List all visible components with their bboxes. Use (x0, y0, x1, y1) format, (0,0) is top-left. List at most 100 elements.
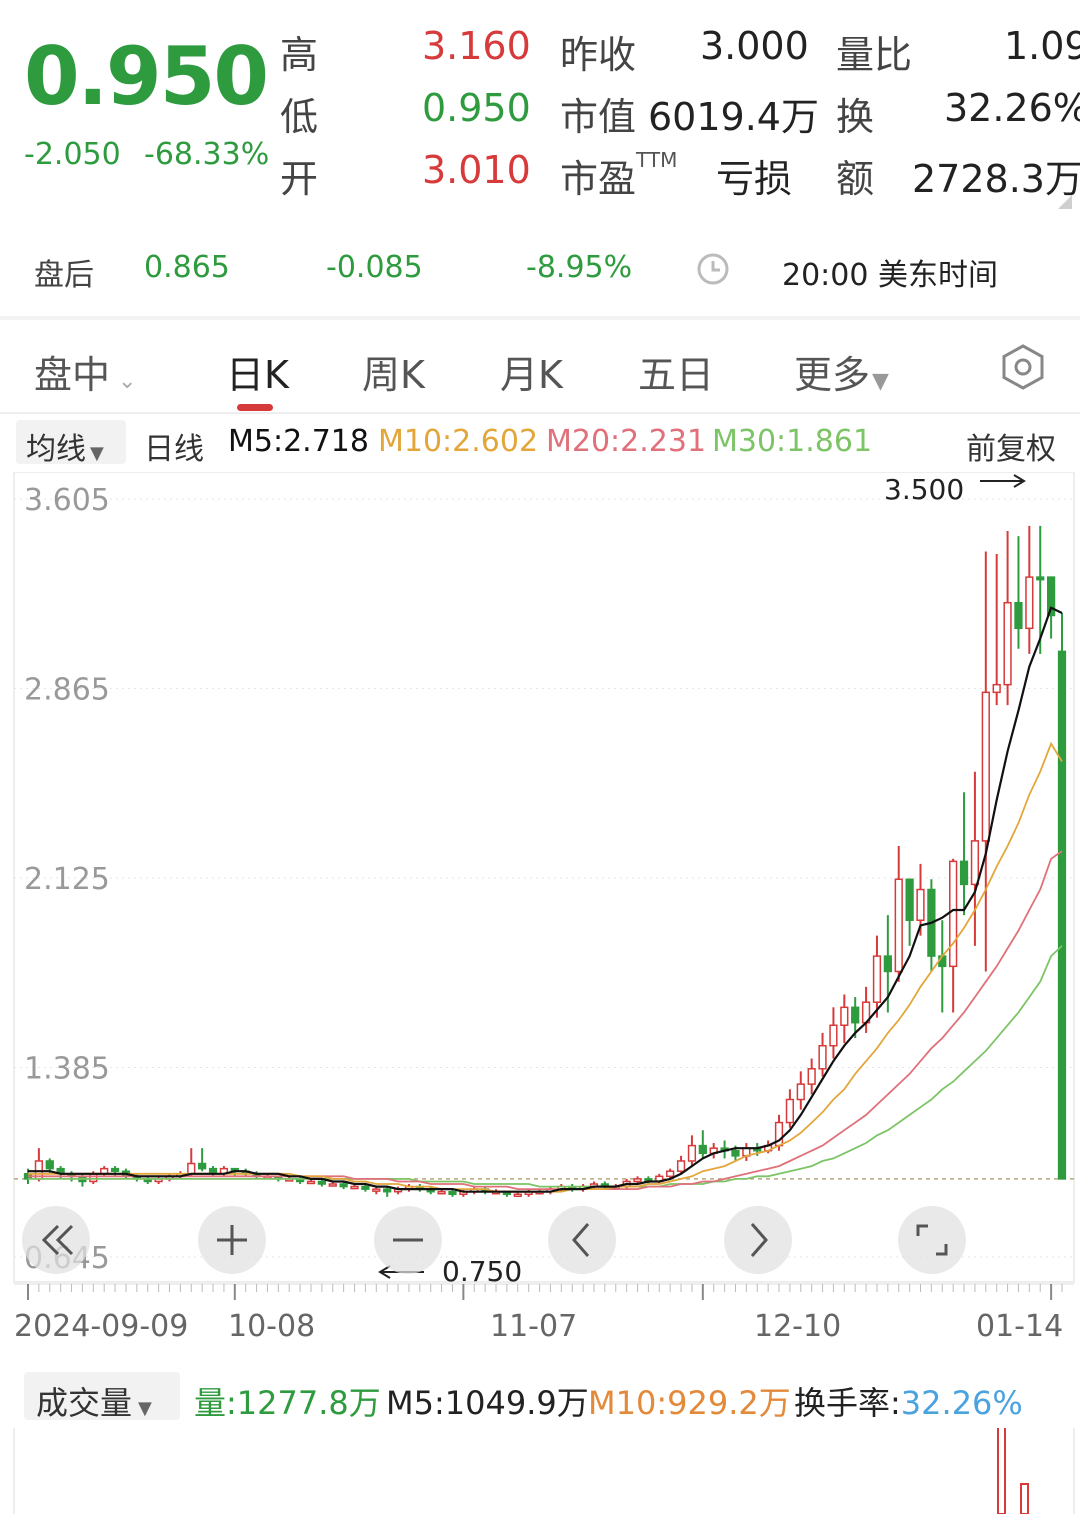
volume-chart (13, 1428, 1075, 1514)
candle-body (894, 878, 903, 973)
open-value: 3.010 (422, 148, 531, 192)
tab-more-label: 更多 (794, 353, 871, 397)
candle-body (1057, 650, 1067, 1180)
candle-body (198, 1162, 207, 1170)
candle-body (1046, 576, 1056, 617)
turnover-label: 换 (836, 95, 875, 139)
candle-body (981, 691, 990, 842)
mktcap-value: 6019.4万 (648, 95, 819, 139)
pe-label-text: 市盈 (560, 157, 637, 201)
open-label: 开 (280, 157, 319, 201)
turnover-value: 32.26% (944, 86, 1080, 130)
candle-body (317, 1180, 326, 1185)
candle-body (687, 1144, 697, 1162)
vol-ratio-value: 1.09 (1004, 24, 1080, 68)
chevron-down-icon: ⌄ (118, 369, 137, 394)
volume-turnover: 换手率:32.26% (794, 1378, 1023, 1424)
candle-body (328, 1183, 337, 1187)
volume-dropdown[interactable] (24, 1372, 180, 1420)
tab-intraday[interactable]: 盘中 ⌄ (34, 344, 136, 399)
ma-line-m10 (28, 741, 1063, 1193)
low-value: 0.950 (422, 86, 531, 130)
zoom-in-button (217, 1225, 247, 1255)
after-hours-change: -0.085 (326, 250, 423, 285)
y-tick-label: 1.385 (24, 1052, 110, 1087)
volume-m10: M10:929.2万 (588, 1384, 791, 1422)
tab-monthly-k[interactable]: 月K (500, 353, 563, 397)
candle-body (916, 888, 925, 922)
plot-frame (13, 472, 1075, 1283)
candle-body (905, 878, 914, 922)
clock-icon (697, 253, 729, 285)
ma-m10: M10:2.602 (378, 424, 539, 459)
candle-body (949, 860, 958, 968)
tab-daily-k[interactable]: 日K (226, 353, 289, 397)
rewind-icon (41, 1224, 74, 1256)
candle-body (339, 1183, 348, 1188)
ma-m20: M20:2.231 (546, 424, 707, 459)
price-change: -2.050 (24, 137, 121, 172)
nav-button[interactable] (548, 1206, 616, 1274)
volume-dropdown-label: 成交量 ▼ (36, 1378, 152, 1424)
after-hours-change-pct: -8.95% (526, 250, 633, 285)
candle-body (110, 1167, 120, 1172)
candle-body (883, 955, 892, 973)
nav-button[interactable] (898, 1206, 966, 1274)
candle-body (361, 1185, 370, 1190)
candle-body (437, 1190, 446, 1195)
tab-more[interactable]: 更多▼ (794, 344, 889, 399)
after-hours-label: 盘后 (34, 258, 94, 293)
volume-bar (997, 1428, 1006, 1514)
ma-line-m5 (28, 606, 1063, 1193)
pe-value: 亏损 (716, 157, 793, 201)
candle-body (666, 1170, 675, 1178)
triangle-down-icon: ▼ (138, 1398, 152, 1419)
price-change-pct: -68.33% (144, 137, 270, 172)
y-tick-label: 3.605 (24, 483, 110, 518)
mktcap-label: 市值 (560, 95, 637, 139)
tab-five-day[interactable]: 五日 (638, 353, 715, 397)
max-arrow-icon (980, 474, 1026, 488)
triangle-down-icon: ▼ (90, 443, 104, 464)
volume-m5: M5:1049.9万 (386, 1384, 589, 1422)
candle-body (676, 1160, 686, 1172)
candle-body (698, 1144, 707, 1155)
candle-body (785, 1098, 795, 1124)
tab-weekly-k[interactable]: 周K (362, 353, 425, 397)
x-tick-label: 11-07 (490, 1309, 577, 1344)
prev-close-value: 3.000 (700, 24, 809, 68)
ma-period: 日线 (144, 432, 204, 467)
candle-body (633, 1178, 642, 1183)
volume-value: 量:1277.8万 (194, 1384, 381, 1422)
candle-body (872, 955, 882, 1003)
hexagon-settings-icon[interactable] (998, 342, 1048, 392)
amount-label: 额 (836, 157, 875, 201)
expand-corner-icon[interactable] (1058, 195, 1072, 209)
candle-body (383, 1188, 392, 1193)
candle-body (1014, 601, 1023, 630)
pe-ttm-sup: TTM (636, 148, 678, 172)
x-tick-label: 2024-09-09 (14, 1309, 188, 1344)
candle-body (959, 860, 969, 886)
candle-body (448, 1190, 457, 1196)
chevron-left-icon (572, 1223, 590, 1257)
candle-body (89, 1173, 98, 1183)
volume-bar (1020, 1483, 1029, 1514)
ma-dropdown[interactable] (16, 420, 126, 464)
nav-button[interactable] (724, 1206, 792, 1274)
triangle-down-icon: ▼ (872, 369, 889, 394)
price-adjust-toggle[interactable]: 前复权 (966, 432, 1056, 467)
last-price: 0.950 (24, 30, 269, 123)
candle-body (306, 1180, 316, 1185)
kline-chart[interactable]: 3.6052.8652.1251.3850.6453.5000.7502024-… (0, 472, 1080, 1362)
prev-close-label: 昨收 (560, 33, 637, 77)
candle-body (796, 1083, 805, 1101)
active-tab-indicator (237, 404, 273, 411)
ma-m5: M5:2.718 (228, 424, 369, 459)
y-tick-label: 2.125 (24, 862, 110, 897)
pe-label: 市盈TTM (560, 148, 677, 203)
y-tick-label: 2.865 (24, 673, 110, 708)
volume-turnover-label: 换手率: (794, 1384, 901, 1422)
candle-body (1025, 576, 1034, 630)
high-value: 3.160 (422, 24, 531, 68)
